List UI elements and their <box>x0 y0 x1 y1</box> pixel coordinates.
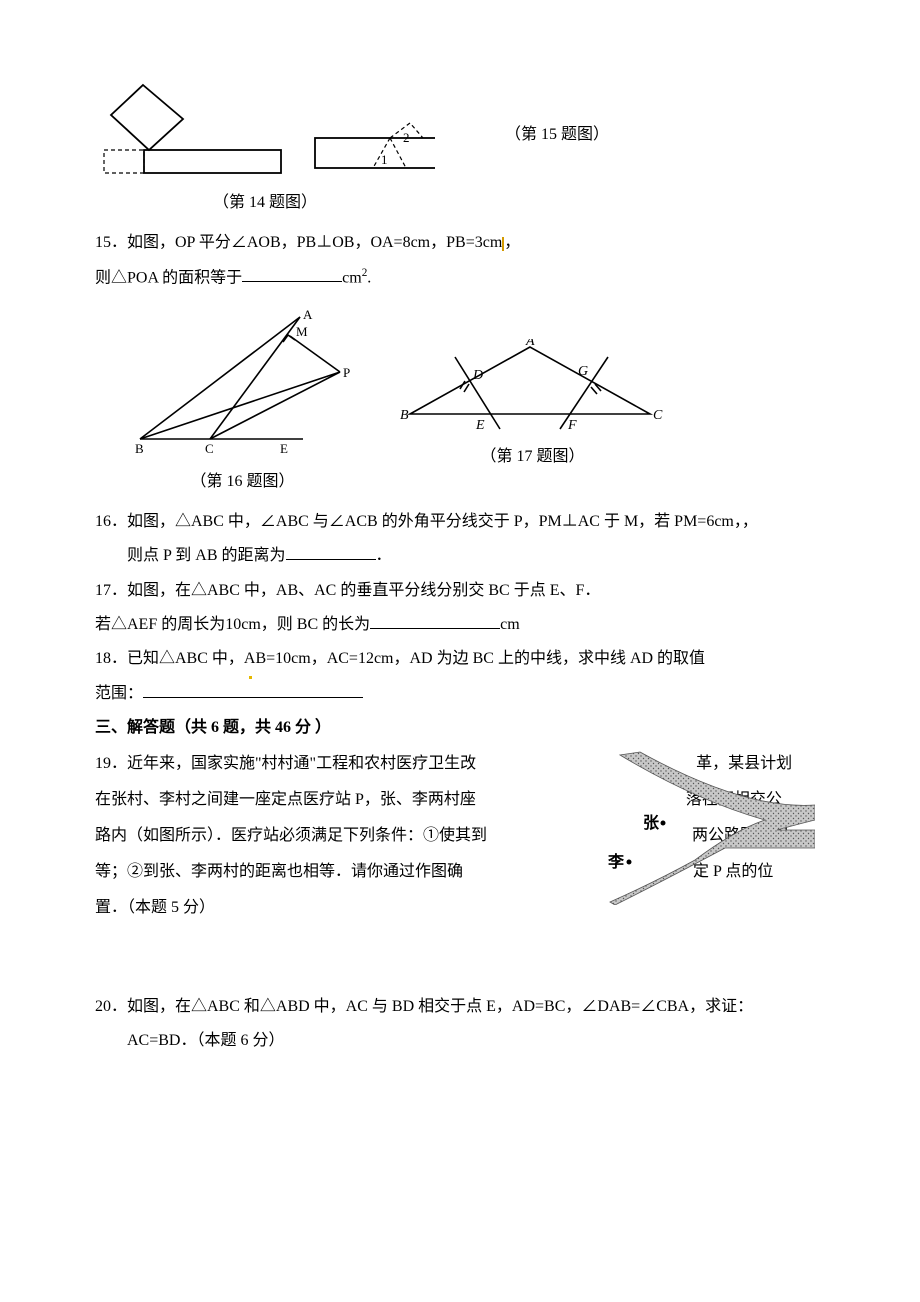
figure-16-svg: A M P B C E <box>135 309 350 459</box>
figure-15-caption: （第 15 题图） <box>505 120 609 150</box>
q18-text: 范围： <box>95 685 143 702</box>
figure-row-14-15: 1 2 （第 14 题图） （第 15 题图） <box>95 80 825 218</box>
li-label: 李 <box>607 852 625 871</box>
svg-text:M: M <box>296 324 308 339</box>
q17-text1: 若△AEF 的周长为 <box>95 616 225 633</box>
q16-line2text: 则点 P 到 AB 的距离为 <box>127 547 286 564</box>
svg-text:F: F <box>567 418 577 433</box>
zhang-label: 张 <box>643 814 660 832</box>
q16-period: ． <box>376 547 392 564</box>
q20-line2: AC=BD．（本题 6 分） <box>95 1026 825 1056</box>
figure-17-caption: （第 17 题图） <box>480 442 584 472</box>
figure-17-svg: A B C D G E F <box>400 339 665 434</box>
fold-label-2: 2 <box>403 130 410 145</box>
q15-line2a: 则△POA 的面积等于 <box>95 269 242 286</box>
q19-t1: 19．近年来，国家实施"村村通"工程和农村医疗卫生改 <box>95 755 476 772</box>
q15-line2: 则△POA 的面积等于cm2. <box>95 263 825 294</box>
q19-t3: 路内（如图所示）．医疗站必须满足下列条件：①使其到 <box>95 827 487 844</box>
figure-16-caption: （第 16 题图） <box>190 467 294 497</box>
q17-line2: 若△AEF 的周长为10cm，则 BC 的长为 cm <box>95 610 825 640</box>
road-figure-svg: 张 李 <box>605 750 815 905</box>
figure-14-block: 1 2 （第 14 题图） <box>95 80 435 218</box>
q15-blank <box>242 266 342 282</box>
figure-17-block: A B C D G E F （第 17 题图） <box>400 339 665 472</box>
q15-text1: 15．如图，OP 平分∠AOB，PB⊥OB，OA=8cm，PB=3cm <box>95 234 502 251</box>
q16-blank <box>286 544 376 560</box>
q20-line1: 20．如图，在△ABC 和△ABD 中，AC 与 BD 相交于点 E，AD=BC… <box>95 992 825 1022</box>
q17-unit: cm <box>500 616 520 633</box>
svg-text:A: A <box>525 339 535 349</box>
svg-text:D: D <box>472 368 483 383</box>
q19-t2: 在张村、李村之间建一座定点医疗站 P，张、李两村座 <box>95 791 476 808</box>
q16-line2: 则点 P 到 AB 的距离为 ． <box>95 541 825 571</box>
svg-text:E: E <box>280 441 288 456</box>
svg-text:C: C <box>653 408 663 423</box>
svg-text:G: G <box>578 364 588 379</box>
q19-t4: 等；②到张、李两村的距离也相等．请你通过作图确 <box>95 863 463 880</box>
figure-row-16-17: A M P B C E （第 16 题图） A B <box>95 309 825 497</box>
q18-line2: 范围： <box>95 679 825 709</box>
svg-text:B: B <box>400 408 409 423</box>
q15-period: . <box>367 269 371 286</box>
q18-line1: 18．已知△ABC 中，AB=10cm，AC=12cm，AD 为边 BC 上的中… <box>95 644 825 674</box>
yellow-dot <box>249 676 252 679</box>
q17-blank <box>370 613 500 629</box>
figure-14-svg: 1 2 <box>95 80 435 180</box>
figure-14-caption: （第 14 题图） <box>213 188 317 218</box>
spacer <box>95 928 825 988</box>
figure-16-block: A M P B C E （第 16 题图） <box>135 309 350 497</box>
q17-val: 10cm，则 BC 的长为 <box>225 616 370 633</box>
section-3-heading: 三、解答题（共 6 题，共 46 分 ） <box>95 713 825 743</box>
figure-15-block: （第 15 题图） <box>505 80 609 150</box>
q18-blank <box>143 682 363 698</box>
q17-line1: 17．如图，在△ABC 中，AB、AC 的垂直平分线分别交 BC 于点 E、F． <box>95 576 825 606</box>
q15-line1: 15．如图，OP 平分∠AOB，PB⊥OB，OA=8cm，PB=3cm， <box>95 228 825 258</box>
q15-unit: cm <box>342 269 362 286</box>
svg-text:C: C <box>205 441 214 456</box>
svg-text:B: B <box>135 441 144 456</box>
svg-text:P: P <box>343 365 350 380</box>
svg-text:E: E <box>475 418 485 433</box>
q19-wrapper: 张 李 19．近年来，国家实施"村村通"工程和农村医疗卫生改革，某县计划 在张村… <box>95 748 825 924</box>
q16-line1: 16．如图，△ABC 中，∠ABC 与∠ACB 的外角平分线交于 P，PM⊥AC… <box>95 507 825 537</box>
fold-label-1: 1 <box>381 152 388 167</box>
q15-text2: ， <box>504 234 520 251</box>
svg-text:A: A <box>303 309 313 322</box>
